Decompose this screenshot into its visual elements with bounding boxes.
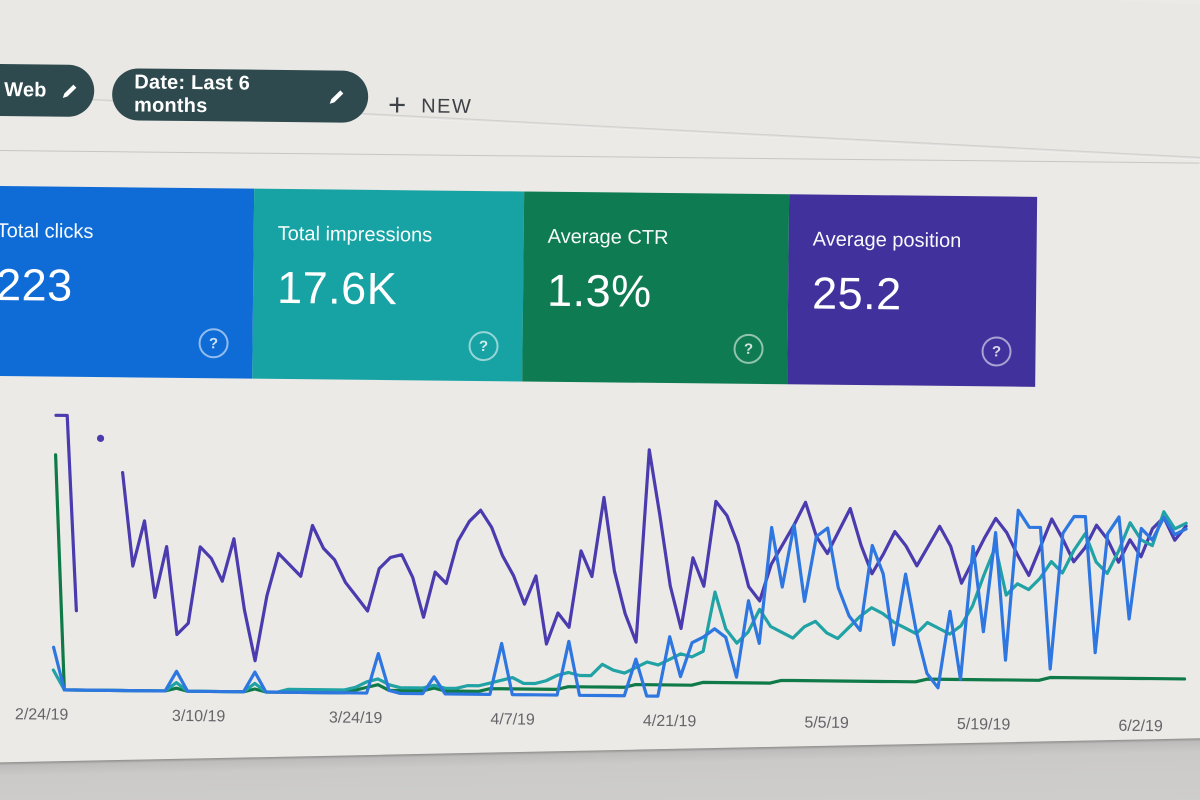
card-value: 1.3% (546, 264, 652, 317)
search-type-filter-chip[interactable]: Web (0, 63, 95, 117)
metric-cards-row: Total clicks 223 ? Total impressions 17.… (0, 185, 1199, 389)
question-mark-icon[interactable]: ? (198, 328, 229, 359)
x-tick-label: 6/2/19 (1118, 717, 1163, 736)
card-value: 223 (0, 258, 74, 311)
card-label: Total clicks (0, 219, 94, 243)
average-position-card[interactable]: Average position 25.2 ? (787, 194, 1038, 387)
series-line-total-clicks (51, 508, 1188, 698)
new-button-label: NEW (421, 94, 473, 118)
total-clicks-card[interactable]: Total clicks 223 ? (0, 185, 255, 379)
card-label: Total impressions (277, 222, 433, 247)
x-tick-label: 3/10/19 (171, 707, 226, 726)
isolated-data-point (96, 434, 105, 442)
search-type-chip-label: Web (4, 78, 47, 101)
total-impressions-card[interactable]: Total impressions 17.6K ? (252, 188, 525, 382)
plus-icon: + (387, 87, 407, 123)
card-label: Average CTR (547, 225, 669, 250)
date-chip-label: Date: Last 6 months (133, 71, 251, 118)
card-value: 25.2 (811, 267, 902, 320)
pencil-icon[interactable] (327, 87, 346, 106)
x-tick-label: 4/21/19 (642, 712, 697, 731)
x-tick-label: 2/24/19 (14, 706, 69, 724)
card-value: 17.6K (276, 261, 398, 315)
question-mark-icon[interactable]: ? (733, 333, 764, 365)
new-filter-button[interactable]: + NEW (388, 80, 473, 133)
average-ctr-card[interactable]: Average CTR 1.3% ? (522, 191, 790, 385)
question-mark-icon[interactable]: ? (981, 336, 1012, 367)
toolbar-divider (0, 149, 1200, 164)
x-tick-label: 5/5/19 (804, 714, 849, 732)
question-mark-icon[interactable]: ? (468, 330, 499, 362)
performance-chart[interactable] (0, 400, 1197, 723)
pencil-icon[interactable] (61, 81, 80, 100)
x-tick-label: 4/7/19 (490, 711, 535, 729)
series-line-total-impressions (54, 413, 1188, 663)
x-tick-label: 3/24/19 (328, 709, 383, 728)
card-label: Average position (812, 228, 962, 253)
x-tick-label: 5/19/19 (956, 716, 1011, 734)
date-filter-chip[interactable]: Date: Last 6 months (111, 68, 369, 123)
